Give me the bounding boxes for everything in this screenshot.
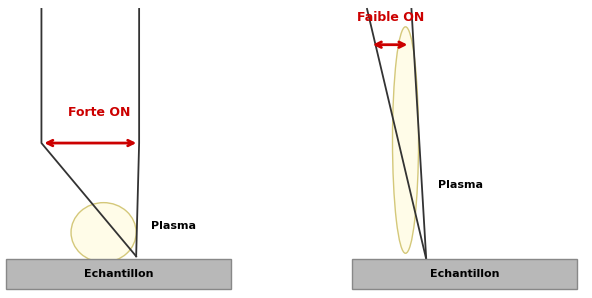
Text: Plasma: Plasma bbox=[151, 221, 196, 232]
Text: Echantillon: Echantillon bbox=[83, 269, 153, 279]
Text: Faible ON: Faible ON bbox=[356, 11, 424, 24]
Bar bbox=[352, 259, 577, 289]
Text: Echantillon: Echantillon bbox=[430, 269, 500, 279]
Text: Plasma: Plasma bbox=[438, 180, 483, 190]
Ellipse shape bbox=[392, 27, 419, 253]
Bar bbox=[6, 259, 231, 289]
Text: Forte ON: Forte ON bbox=[68, 106, 130, 119]
Ellipse shape bbox=[71, 203, 136, 262]
